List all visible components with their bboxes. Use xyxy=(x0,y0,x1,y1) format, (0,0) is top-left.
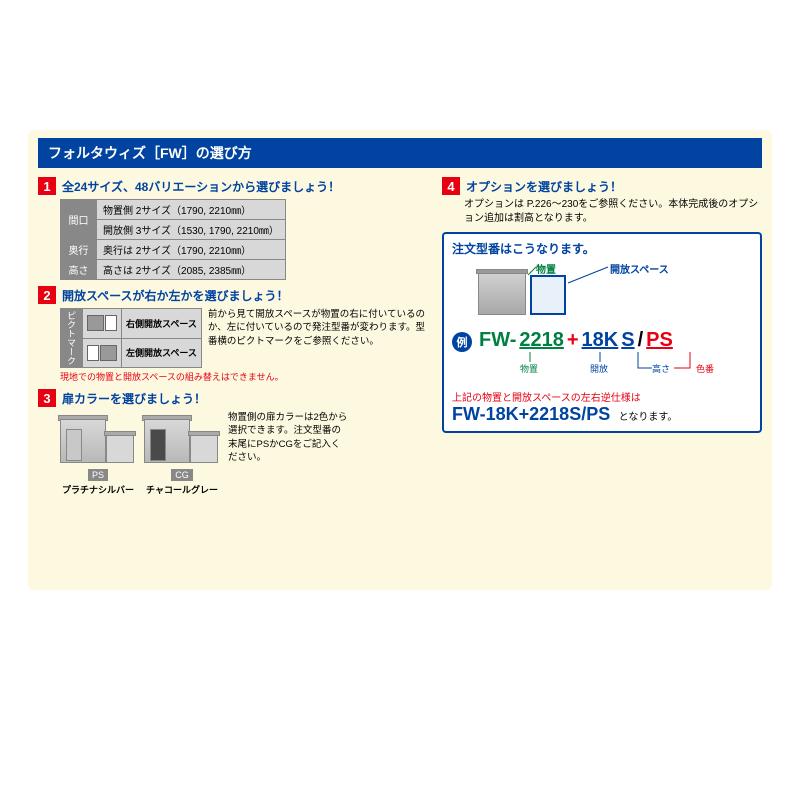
under-label-open: 開放 xyxy=(590,363,608,374)
panel-title: フォルタウィズ［FW］の選び方 xyxy=(38,138,762,168)
step1-header: 1 全24サイズ、48バリエーションから選びましょう！ xyxy=(38,177,430,195)
under-label-height: 高さ xyxy=(652,363,670,374)
step2-row: ピクトマーク 右側開放スペース 左側開放スペース 前から見て開放スペースが物置の… xyxy=(60,308,430,368)
layout-icon-left xyxy=(83,338,122,368)
alt-formula: FW-18K+2218S/PS xyxy=(452,404,610,424)
pictmark-label: ピクトマーク xyxy=(61,309,83,368)
shed-illustration-ps xyxy=(60,411,136,465)
color-tag-ps: PS xyxy=(88,469,108,481)
order-number-box: 注文型番はこうなります。 物置 開放スペース 例 FW-2218 + 18KS … xyxy=(442,232,762,433)
step-number-1: 1 xyxy=(38,177,56,195)
step4-text: オプションは P.226～230をご参照ください。本体完成後のオプション追加は割… xyxy=(464,198,762,226)
formula-open: 18K xyxy=(582,329,619,352)
step3-header: 3 扉カラーを選びましょう！ xyxy=(38,389,430,407)
size-cell: 奥行は 2サイズ（1790, 2210㎜） xyxy=(97,240,286,260)
color-name-cg: チャコールグレー xyxy=(144,483,220,496)
size-table: 間口 物置側 2サイズ（1790, 2210㎜） 開放側 3サイズ（1530, … xyxy=(60,199,286,280)
step4-title: オプションを選びましょう！ xyxy=(466,178,622,195)
size-label-maguchi: 間口 xyxy=(61,200,97,240)
size-cell: 高さは 2サイズ（2085, 2385㎜） xyxy=(97,260,286,280)
under-label-shed: 物置 xyxy=(520,363,538,374)
formula-plus: + xyxy=(567,329,579,352)
step2-desc: 前から見て開放スペースが物置の右に付いているのか、左に付いているので発注型番が変… xyxy=(208,308,430,368)
step3-desc: 物置側の扉カラーは2色から選択できます。注文型番の末尾にPSかCGをご記入くださ… xyxy=(228,411,348,464)
example-badge: 例 xyxy=(452,332,472,352)
formula-connectors: 物置 開放 高さ 色番 xyxy=(452,352,752,376)
step1-title: 全24サイズ、48バリエーションから選びましょう！ xyxy=(62,178,340,195)
step-number-4: 4 xyxy=(442,177,460,195)
layout-name-left: 左側開放スペース xyxy=(122,338,202,368)
under-label-color: 色番 xyxy=(696,363,714,374)
left-column: 1 全24サイズ、48バリエーションから選びましょう！ 間口 物置側 2サイズ（… xyxy=(38,174,430,496)
shed-illustration-cg xyxy=(144,411,220,465)
order-title: 注文型番はこうなります。 xyxy=(452,240,752,257)
formula-slash: / xyxy=(638,329,644,352)
color-option-ps: PS プラチナシルバー xyxy=(60,411,136,496)
content-columns: 1 全24サイズ、48バリエーションから選びましょう！ 間口 物置側 2サイズ（… xyxy=(38,174,762,496)
step2-note: 現地での物置と開放スペースの組み替えはできません。 xyxy=(60,370,430,383)
alt-suffix: となります。 xyxy=(619,412,678,423)
size-cell: 開放側 3サイズ（1530, 1790, 2210㎜） xyxy=(97,220,286,240)
step-number-2: 2 xyxy=(38,286,56,304)
formula-height: S xyxy=(621,329,634,352)
formula-color: PS xyxy=(646,329,673,352)
selection-guide-panel: フォルタウィズ［FW］の選び方 1 全24サイズ、48バリエーションから選びまし… xyxy=(28,130,772,590)
layout-table: ピクトマーク 右側開放スペース 左側開放スペース xyxy=(60,308,202,368)
color-name-ps: プラチナシルバー xyxy=(60,483,136,496)
formula-shed: 2218 xyxy=(519,329,564,352)
size-cell: 物置側 2サイズ（1790, 2210㎜） xyxy=(97,200,286,220)
step2-title: 開放スペースが右か左かを選びましょう！ xyxy=(62,287,289,304)
layout-icon-right xyxy=(83,309,122,339)
alt-formula-row: FW-18K+2218S/PS となります。 xyxy=(452,404,752,425)
alt-note: 上記の物置と開放スペースの左右逆仕様は xyxy=(452,389,752,404)
formula-prefix: FW- xyxy=(479,329,516,352)
color-options-row: PS プラチナシルバー CG チャコールグレー 物置側の扉カラーは2色から選択で… xyxy=(60,411,430,496)
step4-header: 4 オプションを選びましょう！ xyxy=(442,177,762,195)
step2-header: 2 開放スペースが右か左かを選びましょう！ xyxy=(38,286,430,304)
step-number-3: 3 xyxy=(38,389,56,407)
color-option-cg: CG チャコールグレー xyxy=(144,411,220,496)
color-tag-cg: CG xyxy=(171,469,193,481)
step3-title: 扉カラーを選びましょう！ xyxy=(62,390,206,407)
size-label-takasa: 高さ xyxy=(61,260,97,280)
order-formula: 例 FW-2218 + 18KS / PS xyxy=(452,329,752,352)
right-column: 4 オプションを選びましょう！ オプションは P.226～230をご参照ください… xyxy=(442,174,762,496)
size-label-okuyuki: 奥行 xyxy=(61,240,97,260)
diagram-arrows xyxy=(452,263,752,325)
order-diagram: 物置 開放スペース xyxy=(452,263,752,325)
layout-name-right: 右側開放スペース xyxy=(122,309,202,339)
